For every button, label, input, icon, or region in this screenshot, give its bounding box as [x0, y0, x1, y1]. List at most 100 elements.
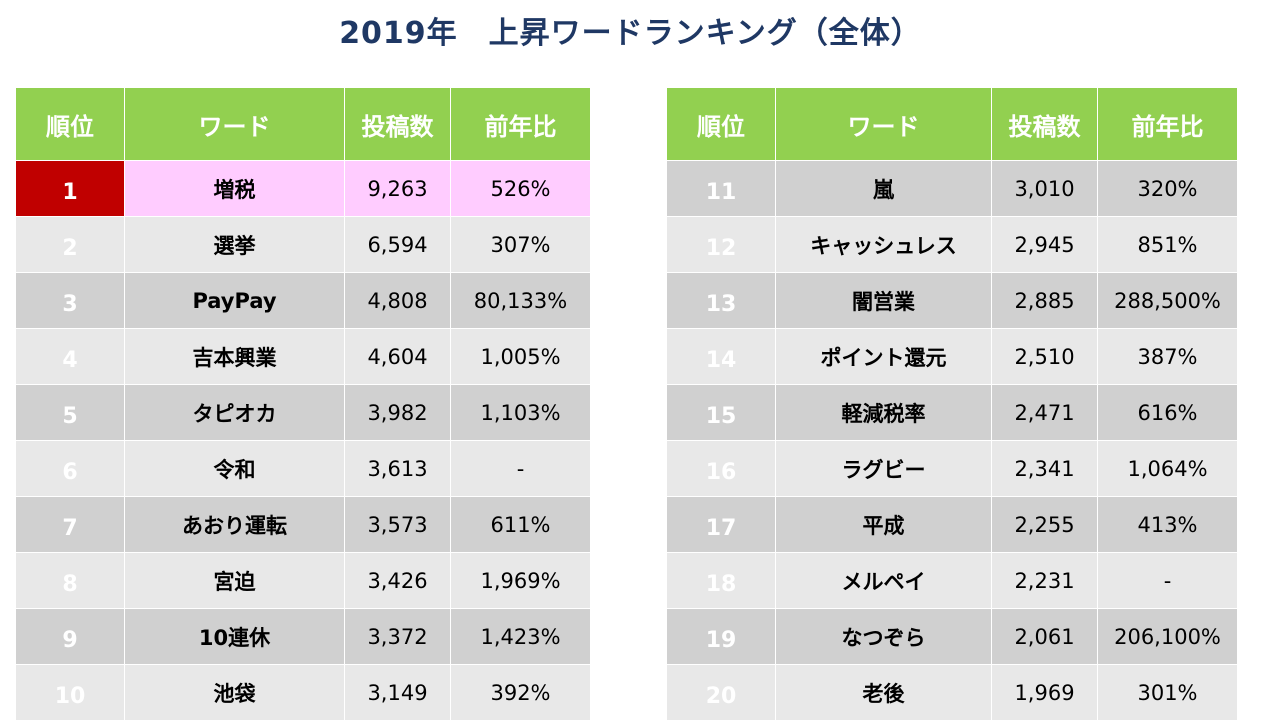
table-row: 4 吉本興業 4,604 1,005%	[15, 328, 591, 385]
header-word: ワード	[775, 87, 992, 161]
table-row: 12 キャッシュレス 2,945 851%	[666, 216, 1238, 273]
yoy-cell: 1,103%	[450, 384, 591, 441]
yoy-cell: 611%	[450, 496, 591, 553]
rank-cell: 19	[666, 608, 776, 665]
rank-cell: 16	[666, 440, 776, 497]
posts-cell: 3,573	[344, 496, 451, 553]
posts-cell: 4,604	[344, 328, 451, 385]
posts-cell: 1,969	[991, 664, 1098, 721]
rank-cell: 11	[666, 160, 776, 217]
yoy-cell: 80,133%	[450, 272, 591, 329]
rank-cell: 2	[15, 216, 125, 273]
word-cell: 選挙	[124, 216, 345, 273]
rank-cell: 7	[15, 496, 125, 553]
word-cell: 平成	[775, 496, 992, 553]
table-row: 17 平成 2,255 413%	[666, 496, 1238, 553]
word-cell: ラグビー	[775, 440, 992, 497]
word-cell: 闇営業	[775, 272, 992, 329]
table-row: 7 あおり運転 3,573 611%	[15, 496, 591, 553]
posts-cell: 9,263	[344, 160, 451, 217]
header-row: 順位 ワード 投稿数 前年比	[15, 87, 591, 161]
table-row: 19 なつぞら 2,061 206,100%	[666, 608, 1238, 665]
header-posts: 投稿数	[991, 87, 1098, 161]
yoy-cell: 1,969%	[450, 552, 591, 609]
yoy-cell: 1,064%	[1097, 440, 1238, 497]
table-row: 2 選挙 6,594 307%	[15, 216, 591, 273]
yoy-cell: 392%	[450, 664, 591, 721]
word-cell: 令和	[124, 440, 345, 497]
word-cell: 宮迫	[124, 552, 345, 609]
yoy-cell: 616%	[1097, 384, 1238, 441]
yoy-cell: 206,100%	[1097, 608, 1238, 665]
rank-cell: 13	[666, 272, 776, 329]
yoy-cell: 307%	[450, 216, 591, 273]
rank-cell: 3	[15, 272, 125, 329]
header-word: ワード	[124, 87, 345, 161]
header-row: 順位 ワード 投稿数 前年比	[666, 87, 1238, 161]
header-yoy: 前年比	[450, 87, 591, 161]
table-row: 11 嵐 3,010 320%	[666, 160, 1238, 217]
word-cell: 軽減税率	[775, 384, 992, 441]
word-cell: タピオカ	[124, 384, 345, 441]
table-row: 9 10連休 3,372 1,423%	[15, 608, 591, 665]
header-rank: 順位	[15, 87, 125, 161]
rank-cell: 10	[15, 664, 125, 721]
posts-cell: 2,255	[991, 496, 1098, 553]
word-cell: PayPay	[124, 272, 345, 329]
yoy-cell: -	[450, 440, 591, 497]
rank-cell: 14	[666, 328, 776, 385]
table-row: 16 ラグビー 2,341 1,064%	[666, 440, 1238, 497]
posts-cell: 2,471	[991, 384, 1098, 441]
yoy-cell: 288,500%	[1097, 272, 1238, 329]
table-row: 1 増税 9,263 526%	[15, 160, 591, 217]
posts-cell: 2,945	[991, 216, 1098, 273]
posts-cell: 2,510	[991, 328, 1098, 385]
word-cell: キャッシュレス	[775, 216, 992, 273]
table-row: 13 闇営業 2,885 288,500%	[666, 272, 1238, 329]
posts-cell: 2,061	[991, 608, 1098, 665]
yoy-cell: 301%	[1097, 664, 1238, 721]
word-cell: あおり運転	[124, 496, 345, 553]
posts-cell: 3,372	[344, 608, 451, 665]
table-row: 20 老後 1,969 301%	[666, 664, 1238, 721]
rank-cell: 15	[666, 384, 776, 441]
ranking-table-right: 順位 ワード 投稿数 前年比 11 嵐 3,010 320% 12 キャッシュレス 2,94…	[666, 87, 1238, 721]
posts-cell: 2,231	[991, 552, 1098, 609]
table-row: 18 メルペイ 2,231-	[666, 552, 1238, 609]
yoy-cell: 413%	[1097, 496, 1238, 553]
ranking-table-left: 順位 ワード 投稿数 前年比 1 増税 9,263 526% 2 選挙 6,594 307% 3…	[15, 87, 591, 721]
rank-cell: 17	[666, 496, 776, 553]
yoy-cell: 1,005%	[450, 328, 591, 385]
rank-cell: 9	[15, 608, 125, 665]
yoy-cell: 1,423%	[450, 608, 591, 665]
rank-cell: 8	[15, 552, 125, 609]
rank-cell: 6	[15, 440, 125, 497]
table-row: 10 池袋 3,149 392%	[15, 664, 591, 721]
rank-cell: 1	[15, 160, 125, 217]
rank-cell: 20	[666, 664, 776, 721]
posts-cell: 2,885	[991, 272, 1098, 329]
rank-cell: 12	[666, 216, 776, 273]
word-cell: 老後	[775, 664, 992, 721]
word-cell: なつぞら	[775, 608, 992, 665]
word-cell: ポイント還元	[775, 328, 992, 385]
rank-cell: 5	[15, 384, 125, 441]
yoy-cell: 526%	[450, 160, 591, 217]
header-rank: 順位	[666, 87, 776, 161]
rank-cell: 18	[666, 552, 776, 609]
posts-cell: 3,149	[344, 664, 451, 721]
table-row: 3 PayPay 4,808 80,133%	[15, 272, 591, 329]
table-row: 15 軽減税率 2,471 616%	[666, 384, 1238, 441]
word-cell: 吉本興業	[124, 328, 345, 385]
word-cell: 池袋	[124, 664, 345, 721]
yoy-cell: 320%	[1097, 160, 1238, 217]
posts-cell: 3,010	[991, 160, 1098, 217]
word-cell: メルペイ	[775, 552, 992, 609]
table-row: 6 令和 3,613-	[15, 440, 591, 497]
header-posts: 投稿数	[344, 87, 451, 161]
posts-cell: 4,808	[344, 272, 451, 329]
word-cell: 嵐	[775, 160, 992, 217]
posts-cell: 3,613	[344, 440, 451, 497]
word-cell: 増税	[124, 160, 345, 217]
posts-cell: 3,426	[344, 552, 451, 609]
